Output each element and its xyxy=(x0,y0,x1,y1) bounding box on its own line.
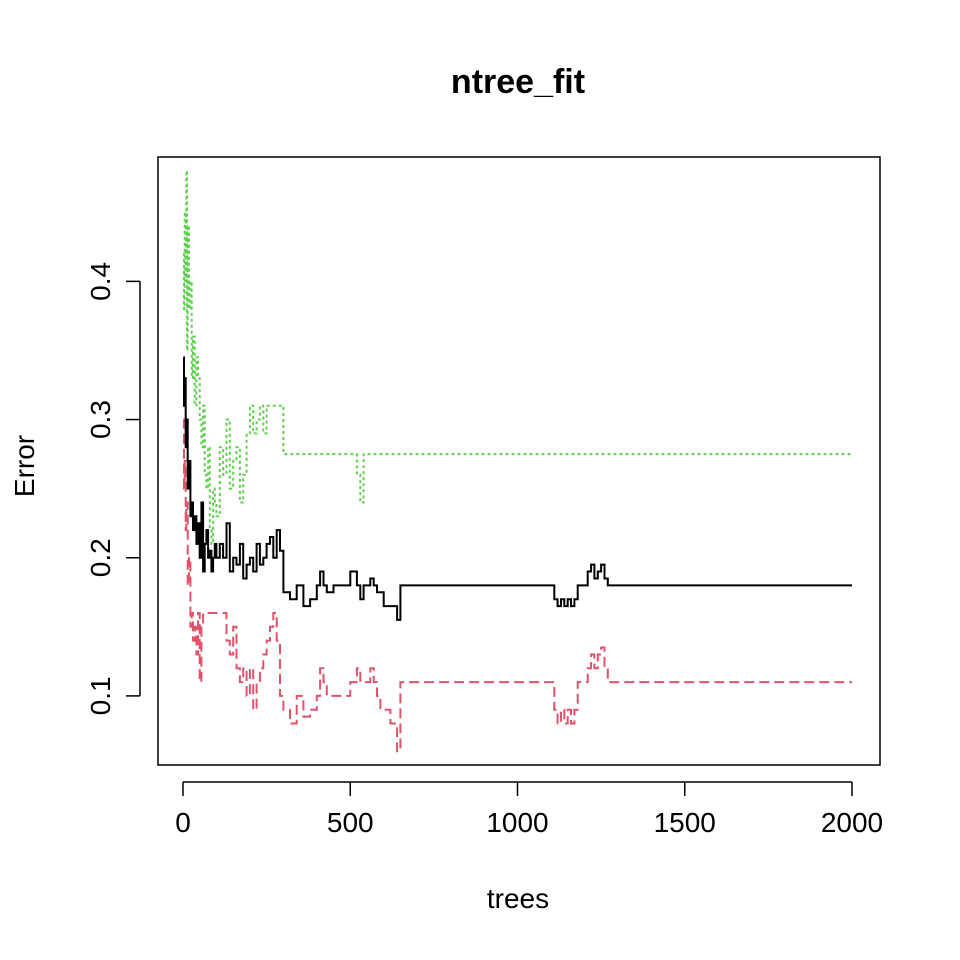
x-tick-label: 500 xyxy=(327,807,374,838)
plot-frame xyxy=(157,156,881,766)
chart-title: ntree_fit xyxy=(451,63,585,101)
x-tick-label: 0 xyxy=(175,807,191,838)
y-tick-label: 0.3 xyxy=(85,400,116,439)
y-tick-label: 0.4 xyxy=(85,262,116,301)
x-tick-label: 2000 xyxy=(821,807,883,838)
series-layer xyxy=(183,169,852,753)
y-tick-label: 0.1 xyxy=(85,676,116,715)
series-line-class-1 xyxy=(183,418,852,753)
x-tick-label: 1000 xyxy=(486,807,548,838)
series-line-class-2 xyxy=(183,169,852,545)
x-axis: 0 500 1000 1500 2000 xyxy=(175,781,883,838)
y-tick-label: 0.2 xyxy=(85,538,116,577)
series-line-oob xyxy=(183,356,852,621)
x-axis-label: trees xyxy=(487,883,549,914)
x-tick-label: 1500 xyxy=(654,807,716,838)
y-axis: 0.1 0.2 0.3 0.4 xyxy=(85,262,141,715)
y-axis-label: Error xyxy=(9,435,40,497)
